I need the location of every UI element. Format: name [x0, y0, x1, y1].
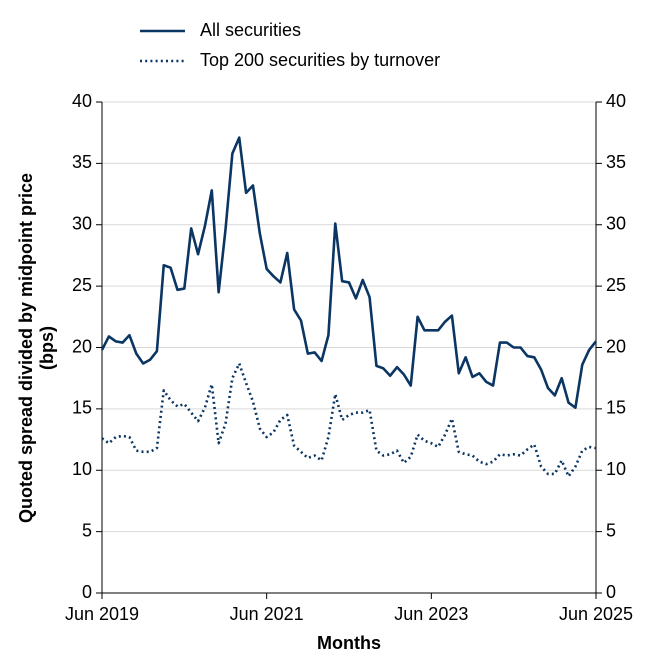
line-series [100, 136, 598, 409]
legend-label: Top 200 securities by turnover [200, 50, 440, 70]
x-tick-label: Jun 2021 [230, 604, 304, 624]
x-tick-label: Jun 2025 [559, 604, 633, 624]
y-tick-label: 10 [72, 459, 92, 479]
y-tick-label: 35 [72, 152, 92, 172]
y-tick-label: 20 [72, 336, 92, 356]
y2-tick-label: 5 [606, 520, 616, 540]
x-tick-label: Jun 2023 [394, 604, 468, 624]
y2-tick-label: 25 [606, 275, 626, 295]
y-axis-label: Quoted spread divided by midpoint price … [16, 172, 57, 524]
y2-tick-label: 35 [606, 152, 626, 172]
legend-label: All securities [200, 20, 301, 40]
y-tick-label: 25 [72, 275, 92, 295]
y-tick-label: 15 [72, 398, 92, 418]
y-tick-label: 40 [72, 91, 92, 111]
y2-tick-label: 40 [606, 91, 626, 111]
y2-tick-label: 0 [606, 582, 616, 602]
x-tick-label: Jun 2019 [65, 604, 139, 624]
y2-tick-label: 10 [606, 459, 626, 479]
line-series [101, 362, 597, 478]
x-axis-label: Months [317, 633, 381, 653]
y2-tick-label: 30 [606, 214, 626, 234]
y-tick-label: 0 [82, 582, 92, 602]
y2-tick-label: 20 [606, 336, 626, 356]
y2-tick-label: 15 [606, 398, 626, 418]
y-tick-label: 30 [72, 214, 92, 234]
y-tick-label: 5 [82, 520, 92, 540]
